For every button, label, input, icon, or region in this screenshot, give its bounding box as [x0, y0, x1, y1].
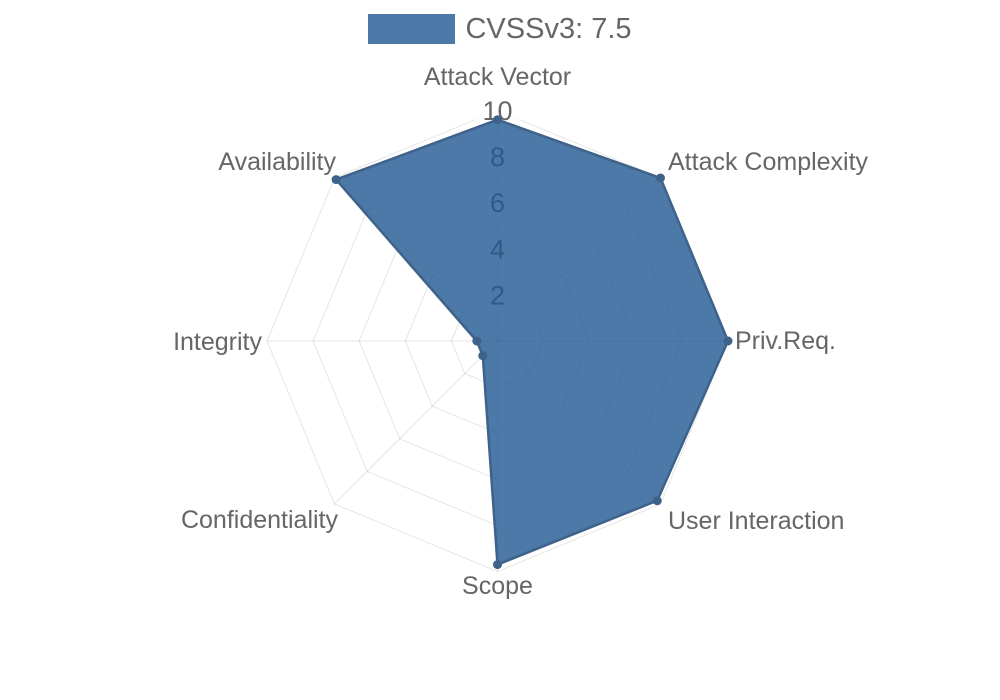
data-polygon-cvssv3 — [333, 118, 730, 567]
legend-swatch — [368, 14, 456, 44]
axis-label-attack-complexity: Attack Complexity — [668, 148, 869, 176]
axis-label-confidentiality: Confidentiality — [181, 506, 339, 534]
data-point-confidentiality[interactable] — [478, 351, 488, 361]
axis-label-scope: Scope — [462, 572, 533, 600]
axis-spoke-5 — [334, 340, 498, 505]
axis-label-user-interaction: User Interaction — [668, 507, 844, 535]
data-point-attack-complexity[interactable] — [656, 173, 665, 183]
data-point-user-interaction[interactable] — [652, 496, 662, 506]
legend-item-cvssv3[interactable]: CVSSv3: 7.5 — [0, 14, 1000, 44]
data-point-attack-vector[interactable] — [493, 115, 502, 125]
axis-label-availability: Availability — [218, 148, 336, 176]
data-point-priv-req-[interactable] — [723, 336, 733, 346]
data-point-scope[interactable] — [493, 560, 502, 570]
axis-label-priv-req-: Priv.Req. — [735, 327, 836, 355]
axis-label-integrity: Integrity — [173, 328, 262, 356]
data-point-integrity[interactable] — [472, 336, 482, 346]
axis-label-attack-vector: Attack Vector — [424, 63, 571, 91]
legend-label: CVSSv3: 7.5 — [465, 13, 632, 45]
data-point-availability[interactable] — [331, 175, 341, 185]
